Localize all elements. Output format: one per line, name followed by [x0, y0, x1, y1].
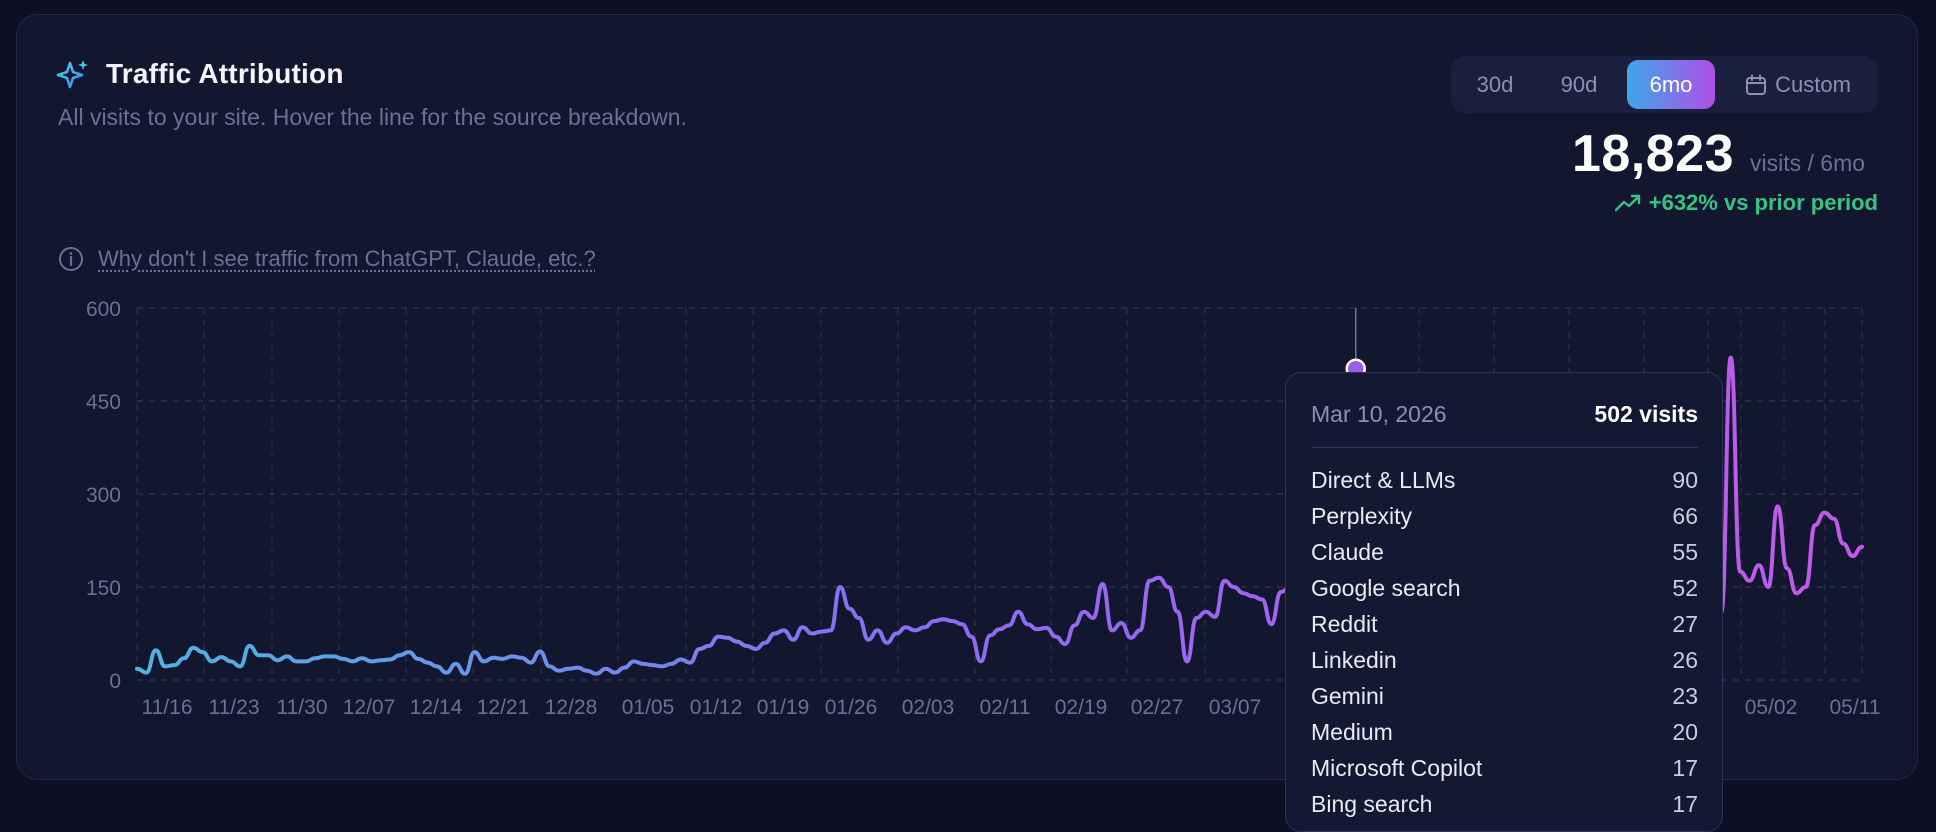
- tooltip-source-name: Microsoft Copilot: [1311, 755, 1482, 785]
- tooltip-source-value: 52: [1672, 575, 1698, 605]
- tooltip-source-value: 26: [1672, 647, 1698, 677]
- x-tick-label: 02/19: [1055, 696, 1108, 719]
- y-tick-label: 0: [109, 670, 121, 693]
- tooltip-date: Mar 10, 2026: [1311, 401, 1447, 428]
- tooltip-source-value: 90: [1672, 467, 1698, 497]
- x-tick-label: 05/02: [1745, 696, 1798, 719]
- tooltip-source-row: Direct & LLMs 90: [1311, 467, 1698, 497]
- tooltip-source-row: Linkedin 26: [1311, 647, 1698, 677]
- tooltip-source-value: 23: [1672, 683, 1698, 713]
- tooltip-source-name: Google search: [1311, 575, 1461, 605]
- tooltip-source-value: 20: [1672, 719, 1698, 749]
- x-tick-label: 12/21: [477, 696, 530, 719]
- tooltip-source-value: 66: [1672, 503, 1698, 533]
- x-tick-label: 01/05: [622, 696, 675, 719]
- x-tick-label: 01/26: [825, 696, 878, 719]
- tooltip-source-value: 17: [1672, 755, 1698, 785]
- x-tick-label: 01/12: [690, 696, 743, 719]
- tooltip-source-value: 55: [1672, 539, 1698, 569]
- tooltip-source-row: Google search 52: [1311, 575, 1698, 605]
- source-breakdown-tooltip: Mar 10, 2026 502 visits Direct & LLMs 90 P…: [1285, 372, 1723, 832]
- tooltip-source-row: Medium 20: [1311, 719, 1698, 749]
- tooltip-source-name: Gemini: [1311, 683, 1384, 713]
- x-tick-label: 12/07: [343, 696, 396, 719]
- y-tick-label: 150: [86, 577, 121, 600]
- tooltip-source-name: Linkedin: [1311, 647, 1397, 677]
- tooltip-source-row: Gemini 23: [1311, 683, 1698, 713]
- x-tick-label: 02/27: [1131, 696, 1184, 719]
- x-tick-label: 11/16: [142, 696, 193, 719]
- x-tick-label: 02/03: [902, 696, 955, 719]
- tooltip-total: 502 visits: [1594, 401, 1698, 428]
- tooltip-source-row: Reddit 27: [1311, 611, 1698, 641]
- tooltip-source-name: Perplexity: [1311, 503, 1412, 533]
- tooltip-source-name: Reddit: [1311, 611, 1377, 641]
- y-tick-label: 450: [86, 391, 121, 414]
- x-tick-label: 11/30: [277, 696, 328, 719]
- tooltip-source-name: Medium: [1311, 719, 1393, 749]
- tooltip-source-row: Perplexity 66: [1311, 503, 1698, 533]
- tooltip-source-row: Microsoft Copilot 17: [1311, 755, 1698, 785]
- x-tick-label: 12/28: [545, 696, 598, 719]
- y-tick-label: 600: [86, 298, 121, 321]
- tooltip-divider: [1311, 447, 1698, 448]
- x-tick-label: 05/11: [1830, 696, 1881, 719]
- x-tick-label: 03/07: [1209, 696, 1262, 719]
- tooltip-source-row: Bing search 17: [1311, 791, 1698, 821]
- tooltip-source-name: Direct & LLMs: [1311, 467, 1455, 497]
- tooltip-source-value: 17: [1672, 791, 1698, 821]
- tooltip-source-value: 27: [1672, 611, 1698, 641]
- x-tick-label: 01/19: [757, 696, 810, 719]
- tooltip-source-row: Claude 55: [1311, 539, 1698, 569]
- x-tick-label: 02/11: [980, 696, 1031, 719]
- tooltip-source-name: Claude: [1311, 539, 1384, 569]
- x-tick-label: 12/14: [410, 696, 463, 719]
- tooltip-source-name: Bing search: [1311, 791, 1432, 821]
- x-tick-label: 11/23: [209, 696, 260, 719]
- y-tick-label: 300: [86, 484, 121, 507]
